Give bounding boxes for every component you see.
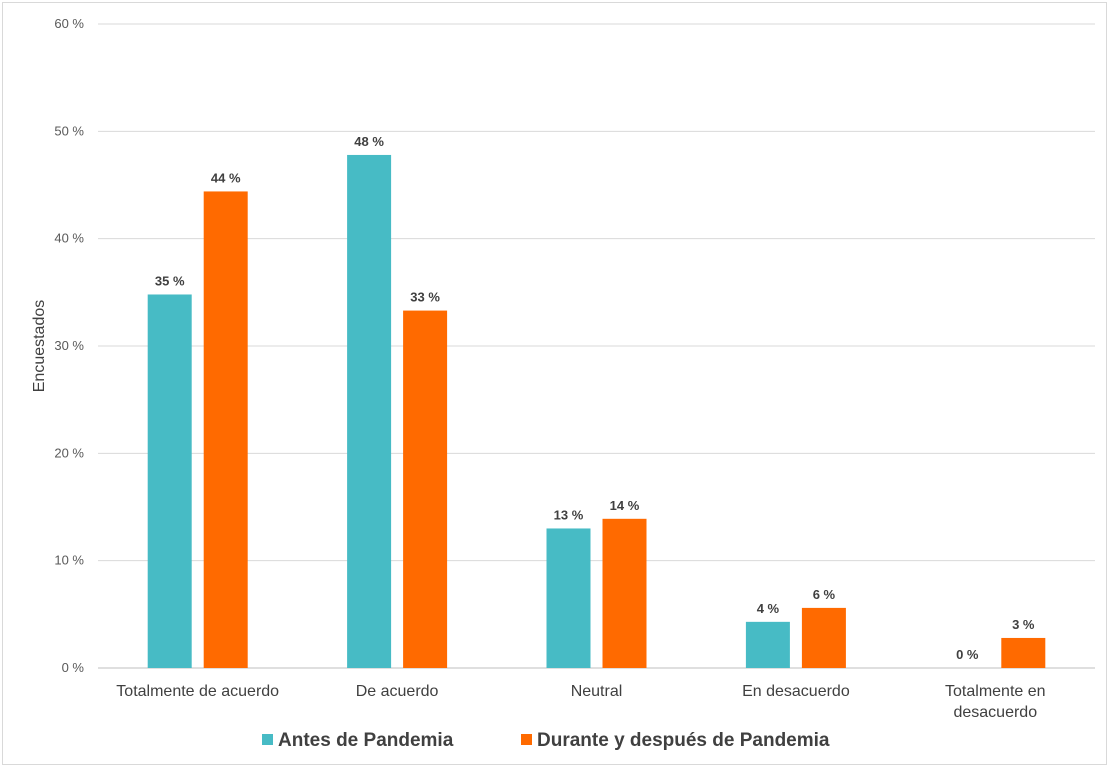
data-label: 14 % [610, 498, 640, 513]
data-labels: 35 % 44 % 48 % 33 % 13 % 14 % 4 % 6 % 0 % 3 % [155, 134, 1035, 662]
category-label: En desacuerdo [742, 683, 850, 700]
bar-durante [203, 191, 248, 668]
data-label: 13 % [554, 507, 584, 522]
y-tick-label: 0 % [62, 660, 85, 675]
data-label: 0 % [956, 647, 979, 662]
y-axis-label: Encuestados [31, 300, 48, 393]
legend-swatch [262, 734, 273, 745]
y-axis-ticks: 0 % 10 % 20 % 30 % 40 % 50 % 60 % [54, 16, 84, 675]
data-label: 44 % [211, 170, 241, 185]
bar-durante [1001, 637, 1046, 668]
x-axis-categories: Totalmente de acuerdo De acuerdo Neutral En… [116, 683, 1045, 721]
data-label: 6 % [813, 587, 836, 602]
bar-antes [745, 621, 790, 668]
bars [147, 154, 1046, 669]
data-label: 48 % [354, 134, 384, 149]
y-tick-label: 60 % [54, 16, 84, 31]
data-label: 33 % [410, 290, 440, 305]
category-label: Neutral [571, 683, 623, 700]
bar-durante [403, 310, 448, 668]
category-label: De acuerdo [356, 683, 439, 700]
category-label: Totalmente de acuerdo [116, 683, 279, 700]
legend-label: Durante y después de Pandemia [537, 730, 830, 751]
bar-durante [602, 518, 647, 668]
y-tick-label: 20 % [54, 445, 84, 460]
category-label: Totalmente en [945, 683, 1046, 700]
legend-swatch [521, 734, 532, 745]
y-tick-label: 50 % [54, 123, 84, 138]
data-label: 35 % [155, 273, 185, 288]
bar-durante [801, 607, 846, 668]
y-tick-label: 10 % [54, 553, 84, 568]
legend-label: Antes de Pandemia [278, 730, 454, 751]
y-tick-label: 30 % [54, 338, 84, 353]
data-label: 3 % [1012, 617, 1035, 632]
bar-antes [347, 154, 392, 669]
data-label: 4 % [757, 601, 780, 616]
gridlines [98, 23, 1095, 669]
category-label: desacuerdo [953, 704, 1037, 721]
legend: Antes de Pandemia Durante y después de Pa… [262, 730, 830, 751]
bar-antes [147, 294, 192, 668]
y-tick-label: 40 % [54, 231, 84, 246]
bar-antes [546, 528, 591, 668]
